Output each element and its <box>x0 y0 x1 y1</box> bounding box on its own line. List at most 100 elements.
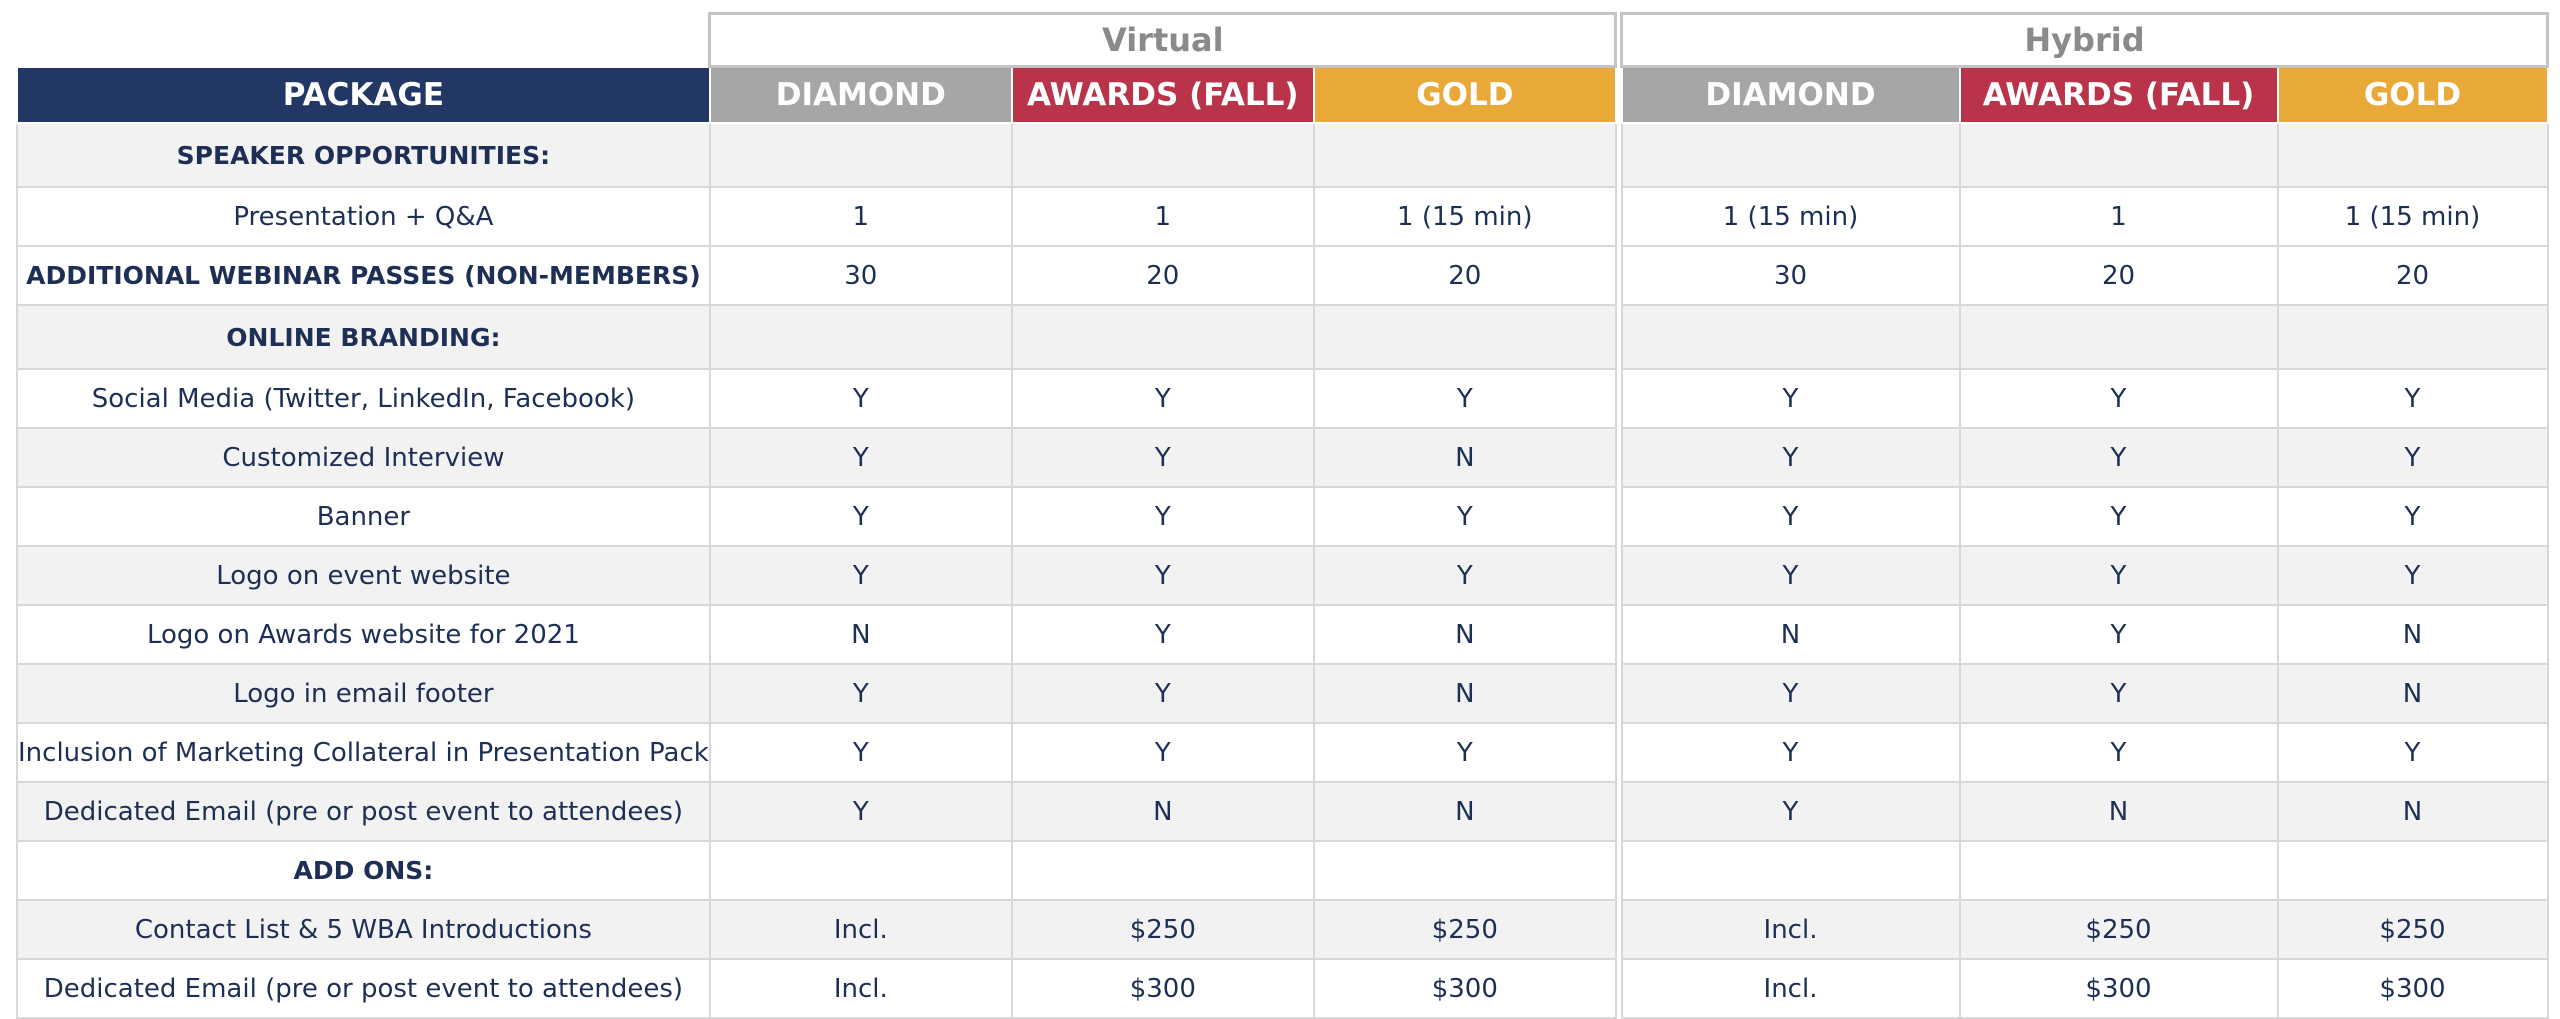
table-row: Banner Y Y Y <box>16 486 1617 547</box>
row-label: ADD ONS: <box>16 840 711 901</box>
table-row: ADD ONS: <box>16 840 1617 901</box>
virtual-diamond-header: DIAMOND <box>708 65 1013 124</box>
table-row: Logo in email footer Y Y N <box>16 663 1617 724</box>
hybrid-diamond-cell: Y <box>1620 722 1961 783</box>
hybrid-gold-cell: 20 <box>2276 245 2549 306</box>
hybrid-awards-cell <box>1958 122 2279 188</box>
hybrid-diamond-cell <box>1620 840 1961 901</box>
virtual-gold-cell <box>1312 122 1617 188</box>
hybrid-awards-cell: 1 <box>1958 186 2279 247</box>
hybrid-gold-cell: Y <box>2276 427 2549 488</box>
virtual-gold-cell: 1 (15 min) <box>1312 186 1617 247</box>
hybrid-gold-cell: N <box>2276 663 2549 724</box>
hybrid-diamond-cell: Y <box>1620 781 1961 842</box>
table-row <box>1620 122 2549 188</box>
table-row: 1 (15 min) 1 1 (15 min) <box>1620 186 2549 247</box>
table-row <box>1620 304 2549 370</box>
hybrid-diamond-cell: Y <box>1620 486 1961 547</box>
virtual-gold-cell: $300 <box>1312 958 1617 1019</box>
virtual-awards-cell: Y <box>1010 368 1315 429</box>
virtual-diamond-cell: Incl. <box>708 958 1013 1019</box>
row-label: Customized Interview <box>16 427 711 488</box>
hybrid-diamond-cell: Y <box>1620 545 1961 606</box>
virtual-diamond-cell: Y <box>708 427 1013 488</box>
virtual-diamond-cell: N <box>708 604 1013 665</box>
table-row: Dedicated Email (pre or post event to at… <box>16 958 1617 1019</box>
hybrid-diamond-header: DIAMOND <box>1620 65 1961 124</box>
virtual-gold-cell <box>1312 840 1617 901</box>
table-row: SPEAKER OPPORTUNITIES: <box>16 122 1617 188</box>
hybrid-diamond-cell: Y <box>1620 663 1961 724</box>
virtual-gold-cell: N <box>1312 781 1617 842</box>
virtual-awards-cell: $300 <box>1010 958 1315 1019</box>
hybrid-gold-cell: Y <box>2276 545 2549 606</box>
table-row: Presentation + Q&A 1 1 1 (15 min) <box>16 186 1617 247</box>
virtual-awards-cell <box>1010 304 1315 370</box>
row-label: Social Media (Twitter, LinkedIn, Faceboo… <box>16 368 711 429</box>
hybrid-diamond-cell: N <box>1620 604 1961 665</box>
hybrid-awards-cell: Y <box>1958 427 2279 488</box>
row-label: ADDITIONAL WEBINAR PASSES (NON-MEMBERS) <box>16 245 711 306</box>
row-label: Contact List & 5 WBA Introductions <box>16 899 711 960</box>
hybrid-awards-cell: Y <box>1958 663 2279 724</box>
empty-corner <box>17 14 710 67</box>
hybrid-group-title: Hybrid <box>1620 12 2549 68</box>
virtual-awards-cell: $250 <box>1010 899 1315 960</box>
virtual-awards-cell: Y <box>1010 545 1315 606</box>
hybrid-gold-cell: Y <box>2276 486 2549 547</box>
hybrid-gold-cell <box>2276 304 2549 370</box>
virtual-diamond-cell <box>708 304 1013 370</box>
hybrid-awards-cell: Y <box>1958 545 2279 606</box>
virtual-awards-cell: Y <box>1010 722 1315 783</box>
hybrid-gold-cell: $250 <box>2276 899 2549 960</box>
hybrid-diamond-cell <box>1620 304 1961 370</box>
hybrid-awards-cell <box>1958 304 2279 370</box>
hybrid-gold-cell: N <box>2276 604 2549 665</box>
virtual-group-title: Virtual <box>708 12 1618 68</box>
hybrid-gold-cell: $300 <box>2276 958 2549 1019</box>
table-row: Logo on event website Y Y Y <box>16 545 1617 606</box>
row-label: ONLINE BRANDING: <box>16 304 711 370</box>
table-row: Logo on Awards website for 2021 N Y N <box>16 604 1617 665</box>
hybrid-awards-cell: Y <box>1958 604 2279 665</box>
package-column-header: PACKAGE <box>16 65 711 124</box>
hybrid-awards-cell: N <box>1958 781 2279 842</box>
virtual-awards-cell: Y <box>1010 604 1315 665</box>
hybrid-awards-cell: Y <box>1958 486 2279 547</box>
row-label: Dedicated Email (pre or post event to at… <box>16 781 711 842</box>
virtual-diamond-cell <box>708 840 1013 901</box>
virtual-gold-cell: N <box>1312 604 1617 665</box>
hybrid-diamond-cell: Y <box>1620 368 1961 429</box>
hybrid-diamond-cell <box>1620 122 1961 188</box>
row-label: Dedicated Email (pre or post event to at… <box>16 958 711 1019</box>
virtual-gold-cell: N <box>1312 663 1617 724</box>
hybrid-diamond-cell: Incl. <box>1620 958 1961 1019</box>
table-row: Customized Interview Y Y N <box>16 427 1617 488</box>
virtual-diamond-cell: 1 <box>708 186 1013 247</box>
table-row: Dedicated Email (pre or post event to at… <box>16 781 1617 842</box>
virtual-header-row: PACKAGE DIAMOND AWARDS (FALL) GOLD <box>16 65 1617 124</box>
hybrid-gold-cell: Y <box>2276 368 2549 429</box>
hybrid-gold-cell <box>2276 840 2549 901</box>
virtual-gold-cell: Y <box>1312 722 1617 783</box>
virtual-diamond-cell <box>708 122 1013 188</box>
virtual-awards-cell: Y <box>1010 663 1315 724</box>
virtual-gold-cell <box>1312 304 1617 370</box>
hybrid-awards-cell: 20 <box>1958 245 2279 306</box>
hybrid-diamond-cell: Incl. <box>1620 899 1961 960</box>
virtual-package-table: Virtual PACKAGE DIAMOND AWARDS (FALL) GO… <box>16 12 1618 1019</box>
hybrid-awards-cell <box>1958 840 2279 901</box>
virtual-gold-cell: $250 <box>1312 899 1617 960</box>
row-label: Logo on event website <box>16 545 711 606</box>
virtual-gold-cell: Y <box>1312 368 1617 429</box>
hybrid-gold-cell: N <box>2276 781 2549 842</box>
virtual-awards-header: AWARDS (FALL) <box>1010 65 1315 124</box>
hybrid-gold-cell: Y <box>2276 722 2549 783</box>
